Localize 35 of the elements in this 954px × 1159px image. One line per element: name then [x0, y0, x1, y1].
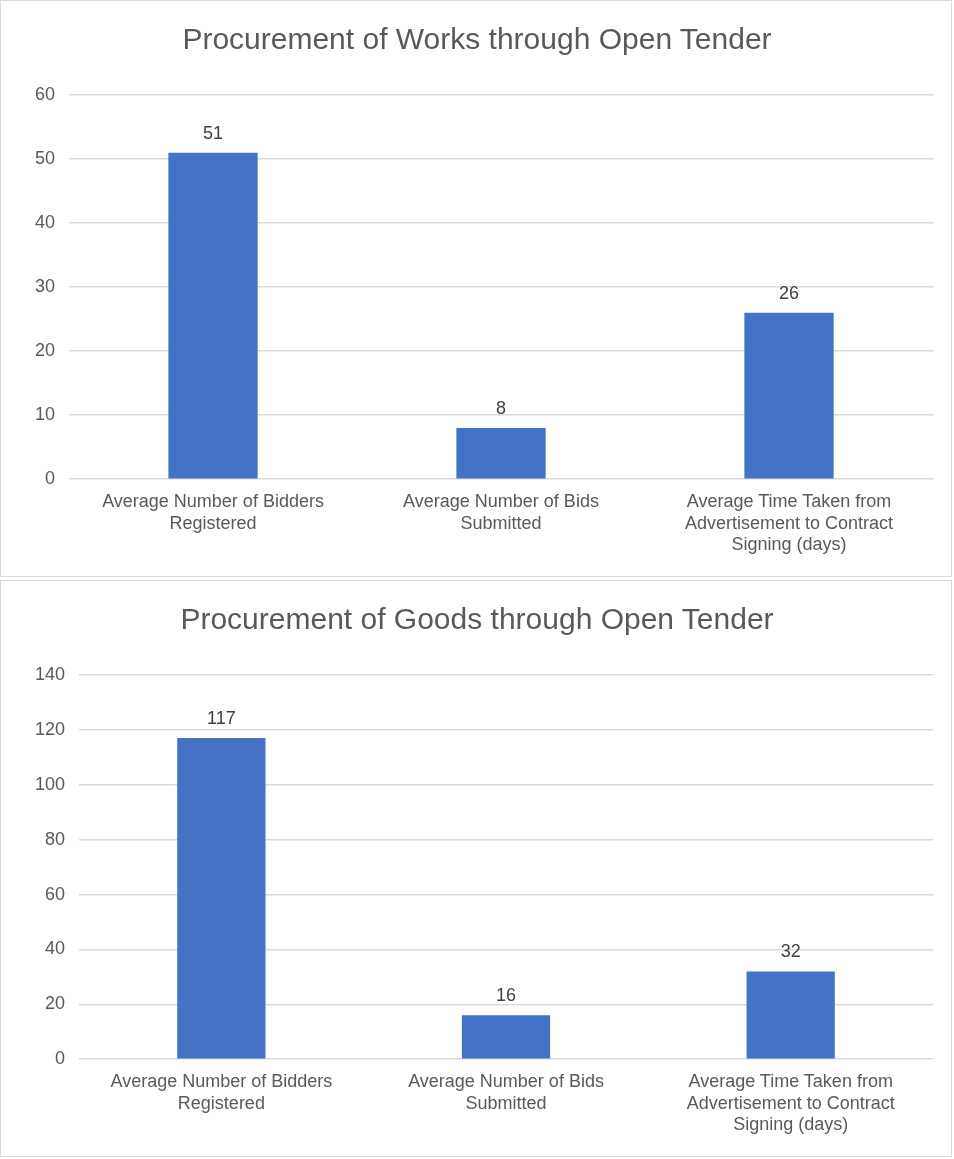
x-tick-label: Average Time Taken from Advertisement to Contract Signing (days): [684, 490, 894, 555]
x-tick-label: Average Number of Bids Submitted: [408, 1070, 604, 1113]
chart-title: Procurement of Goods through Open Tender: [180, 602, 774, 636]
chart-title: Procurement of Works through Open Tender: [182, 22, 772, 56]
x-tick-label: Average Time Taken from Advertisement to Contract Signing (days): [686, 1070, 895, 1135]
bar: [746, 971, 835, 1059]
bar: [177, 738, 266, 1059]
y-tick-label: 0: [55, 1048, 66, 1069]
data-label: 32: [780, 941, 801, 962]
data-label: 26: [778, 282, 800, 303]
bar: [168, 152, 258, 479]
data-label: 8: [496, 397, 507, 418]
y-tick-label: 20: [34, 340, 56, 361]
y-tick-label: 30: [34, 276, 56, 297]
x-tick-label: Average Number of Bidders Registered: [102, 490, 324, 533]
bar: [461, 1015, 551, 1059]
y-tick-label: 20: [45, 993, 66, 1014]
data-label: 117: [207, 708, 236, 729]
bar: [744, 312, 834, 479]
x-tick-label: Average Number of Bids Submitted: [403, 490, 599, 533]
y-tick-label: 40: [34, 212, 56, 233]
y-tick-label: 40: [45, 938, 66, 959]
y-tick-label: 60: [45, 883, 66, 904]
bar: [456, 427, 546, 479]
data-label: 51: [203, 122, 224, 143]
y-tick-label: 120: [34, 718, 66, 739]
y-tick-label: 80: [45, 828, 66, 849]
x-tick-label: Average Number of Bidders Registered: [110, 1070, 333, 1113]
y-tick-label: 140: [34, 663, 66, 684]
data-label: 16: [496, 985, 517, 1006]
y-tick-label: 0: [45, 468, 56, 489]
y-tick-label: 10: [34, 404, 56, 425]
y-tick-label: 100: [34, 773, 66, 794]
y-tick-label: 50: [34, 148, 56, 168]
y-tick-label: 60: [34, 83, 56, 104]
